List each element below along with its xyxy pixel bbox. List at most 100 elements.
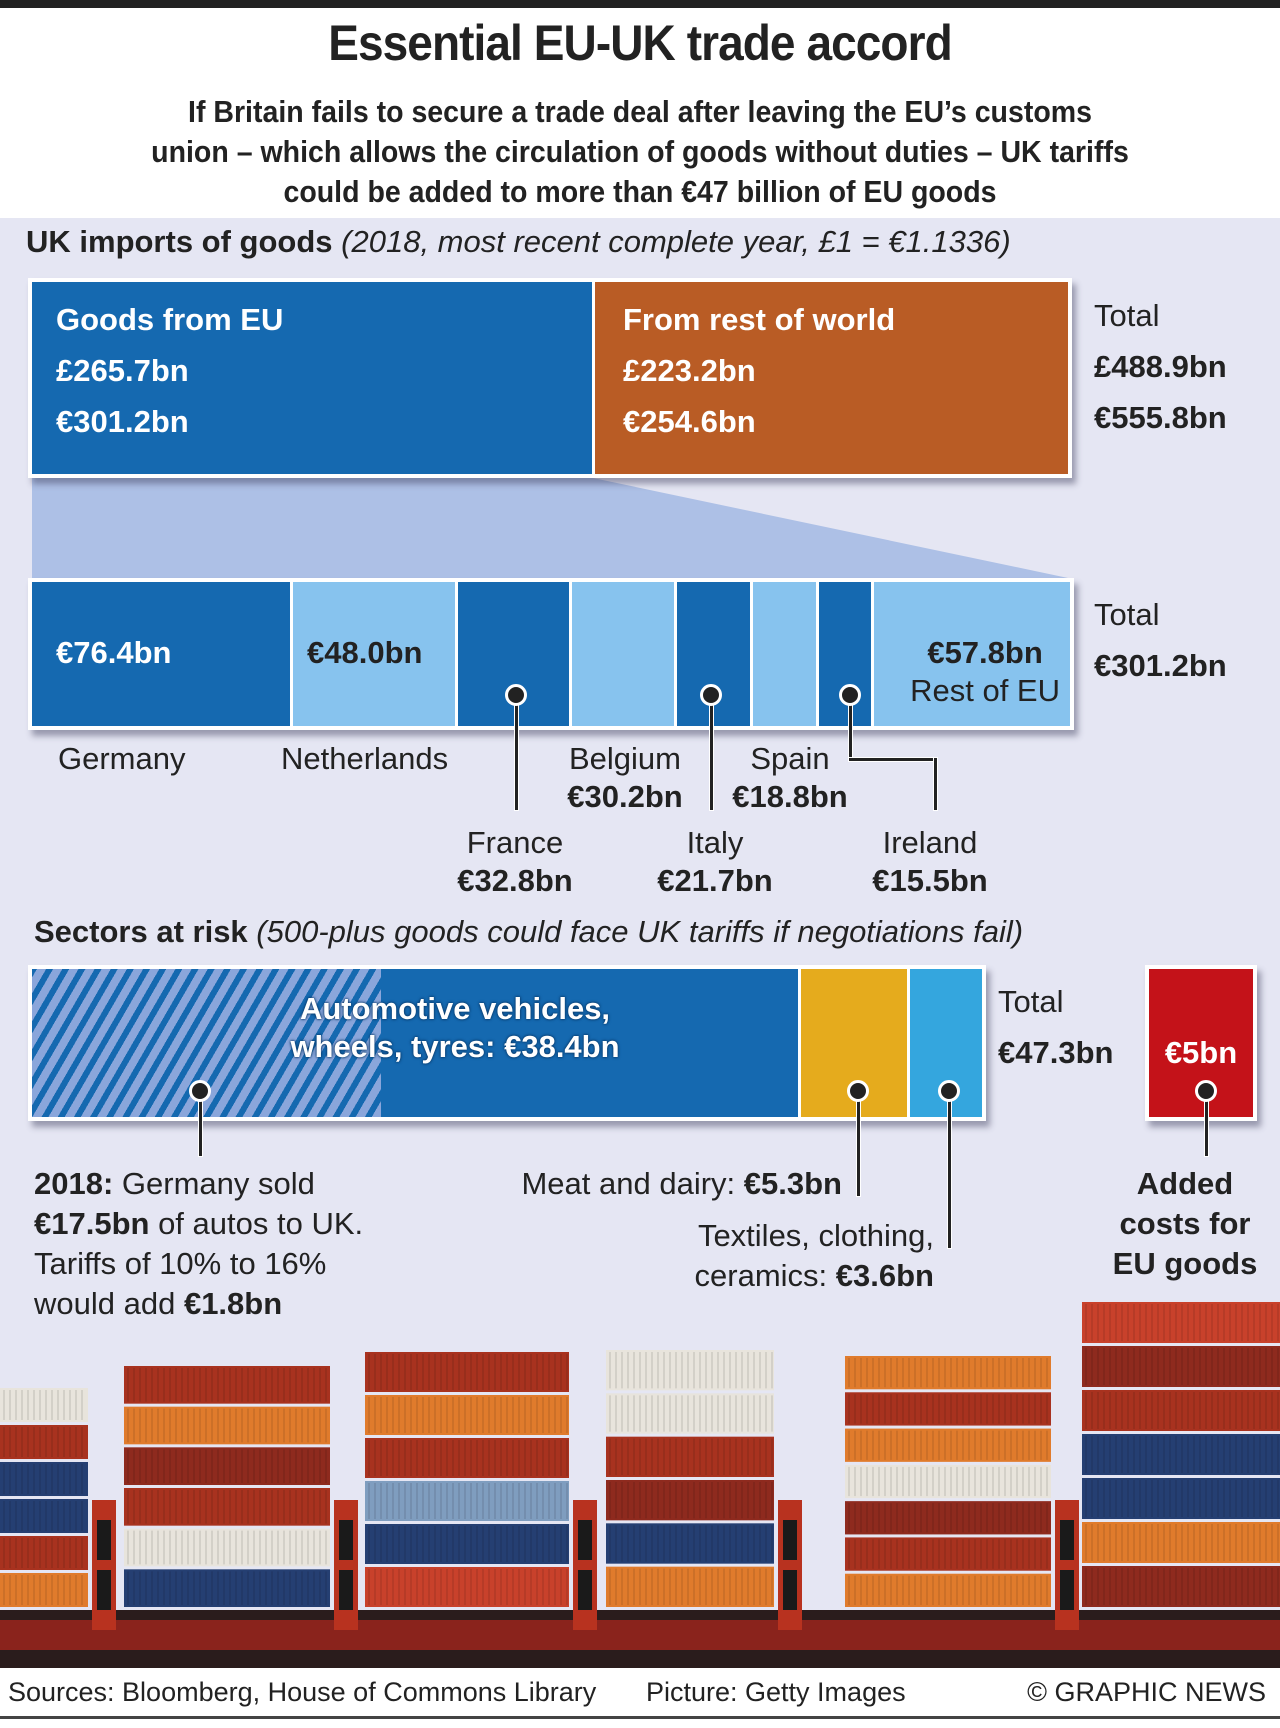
container: [1082, 1434, 1280, 1475]
lashing-post-hole: [578, 1570, 592, 1610]
page-title: Essential EU-UK trade accord: [328, 15, 952, 71]
bottom-rule: [0, 1716, 1280, 1719]
lashing-post: [778, 1500, 802, 1630]
container: [606, 1523, 774, 1564]
imports-heading: UK imports of goods (2018, most recent c…: [26, 224, 1011, 260]
meat-leader: [857, 1090, 860, 1196]
imports-total-label: Total: [1094, 298, 1160, 333]
belgium-name: Belgium: [569, 741, 681, 776]
italy-marker-dot: [700, 684, 722, 706]
sectors-bar: [28, 965, 986, 1121]
germany-autos-note: 2018: Germany sold €17.5bn of autos to U…: [34, 1164, 363, 1324]
container: [365, 1481, 569, 1521]
imports-bar: Goods from EU £265.7bn €301.2bn From res…: [28, 278, 1072, 478]
note-line4: would add: [34, 1286, 184, 1321]
container: [1082, 1522, 1280, 1563]
label-belgium: Belgium €30.2bn: [540, 740, 710, 816]
note-tariff-value: €1.8bn: [183, 1286, 283, 1321]
imports-heading-note: (2018, most recent complete year, £1 = €…: [341, 224, 1011, 259]
countries-total-value: €301.2bn: [1094, 648, 1227, 683]
lashing-post: [92, 1500, 116, 1630]
note-line1: Germany sold: [113, 1166, 315, 1201]
lashing-post-hole: [339, 1520, 353, 1560]
textiles-leader: [948, 1090, 951, 1248]
container: [606, 1350, 774, 1391]
label-netherlands: Netherlands: [281, 741, 449, 776]
textiles-line2: ceramics:: [694, 1258, 836, 1293]
subtitle-line: could be added to more than €47 billion …: [283, 174, 997, 209]
meat-label: Meat and dairy:: [521, 1166, 744, 1201]
container: [0, 1388, 88, 1422]
container: [124, 1528, 330, 1567]
ireland-leader-lower: [934, 758, 937, 810]
row-gbp: £223.2bn: [623, 353, 756, 388]
country-segment-germany: €76.4bn: [32, 582, 290, 726]
country-segment-netherlands: €48.0bn: [293, 582, 455, 726]
textiles-annotation: Textiles, clothing, ceramics: €3.6bn: [560, 1216, 934, 1296]
textiles-marker-dot: [938, 1080, 960, 1102]
france-marker-dot: [505, 684, 527, 706]
container: [365, 1524, 569, 1564]
container: [606, 1436, 774, 1477]
container: [0, 1499, 88, 1533]
container: [1082, 1346, 1280, 1387]
auto-label: Automotive vehicles, wheels, tyres: €38.…: [230, 990, 680, 1066]
spain-name: Spain: [750, 741, 830, 776]
added-cost-value: €5bn: [1164, 1035, 1238, 1070]
added-cost-caption-line: costs for: [1119, 1206, 1251, 1241]
copyright-credit: © GRAPHIC NEWS: [1027, 1677, 1266, 1707]
container: [365, 1395, 569, 1435]
note-line2: of autos to UK.: [149, 1206, 364, 1241]
lashing-post-hole: [97, 1520, 111, 1560]
container: [606, 1393, 774, 1434]
eu-segment: Goods from EU £265.7bn €301.2bn: [32, 282, 592, 474]
eu-eur: €301.2bn: [56, 404, 189, 439]
sectors-total-label: Total: [998, 984, 1064, 1019]
sources-credit: Sources: Bloomberg, House of Commons Lib…: [8, 1677, 597, 1707]
italy-name: Italy: [686, 825, 744, 860]
label-ireland: Ireland €15.5bn: [855, 824, 1005, 900]
eu-segment-labels: Goods from EU £265.7bn €301.2bn: [56, 294, 283, 447]
ireland-marker-dot: [839, 684, 861, 706]
imports-heading-title: UK imports of goods: [26, 224, 333, 259]
added-cost-caption-line: EU goods: [1112, 1246, 1258, 1281]
added-cost-marker-dot: [1195, 1080, 1217, 1102]
container: [845, 1537, 1051, 1571]
added-cost-caption-line: Added: [1136, 1166, 1234, 1201]
added-cost-caption: Added costs for EU goods: [1090, 1164, 1280, 1284]
germany-autos-leader: [199, 1090, 202, 1156]
container: [365, 1438, 569, 1478]
container: [0, 1462, 88, 1496]
countries-total: Total €301.2bn: [1094, 589, 1227, 691]
top-rule: [0, 0, 1280, 8]
container: [0, 1425, 88, 1459]
eu-gbp: £265.7bn: [56, 353, 189, 388]
france-value: €32.8bn: [457, 863, 573, 898]
imports-total-gbp: £488.9bn: [1094, 349, 1227, 384]
footer: Sources: Bloomberg, House of Commons Lib…: [0, 1668, 1280, 1716]
sectors-total-value: €47.3bn: [998, 1035, 1114, 1070]
label-germany: Germany: [58, 741, 186, 776]
note-line3: Tariffs of 10% to 16%: [34, 1246, 327, 1281]
container: [845, 1464, 1051, 1499]
imports-total: Total £488.9bn €555.8bn: [1094, 290, 1227, 443]
countries-total-label: Total: [1094, 597, 1160, 632]
container: [606, 1566, 774, 1607]
container: [606, 1480, 774, 1521]
country-segment-value: €57.8bn Rest of EU: [910, 634, 1060, 710]
spain-value: €18.8bn: [732, 779, 848, 814]
sectors-total: Total €47.3bn: [998, 976, 1113, 1078]
france-leader: [515, 694, 518, 810]
sectors-heading: Sectors at risk (500-plus goods could fa…: [34, 914, 1023, 950]
rest-of-eu-value: €57.8bn: [927, 635, 1043, 670]
imports-total-eur: €555.8bn: [1094, 400, 1227, 435]
row-segment-labels: From rest of world £223.2bn €254.6bn: [623, 294, 895, 447]
lashing-post-hole: [97, 1570, 111, 1610]
rest-of-eu-label: Rest of EU: [910, 673, 1060, 708]
picture-credit: Picture: Getty Images: [646, 1677, 906, 1707]
container: [845, 1356, 1051, 1390]
container: [845, 1428, 1051, 1462]
container: [1082, 1302, 1280, 1343]
country-segment-value: €76.4bn: [56, 635, 172, 670]
